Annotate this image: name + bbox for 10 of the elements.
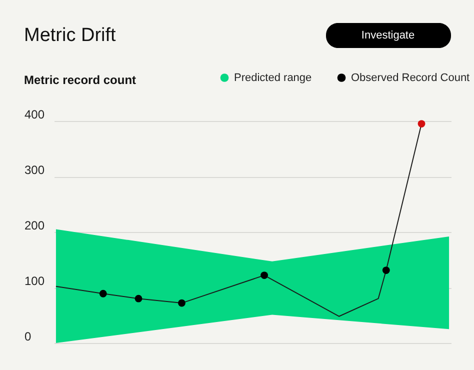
y-axis-title: Metric record count <box>24 73 136 87</box>
y-tick-label: 100 <box>24 274 45 288</box>
legend-label: Observed Record Count <box>351 72 470 84</box>
y-tick-label: 0 <box>24 330 32 344</box>
chart-title: Metric Drift <box>24 25 117 46</box>
text: Investigate <box>361 30 415 42</box>
legend-label: Predicted range <box>234 72 312 84</box>
y-tick-label: 400 <box>24 108 45 122</box>
y-tick-label: 200 <box>24 218 45 232</box>
y-tick-label: 300 <box>24 163 45 177</box>
